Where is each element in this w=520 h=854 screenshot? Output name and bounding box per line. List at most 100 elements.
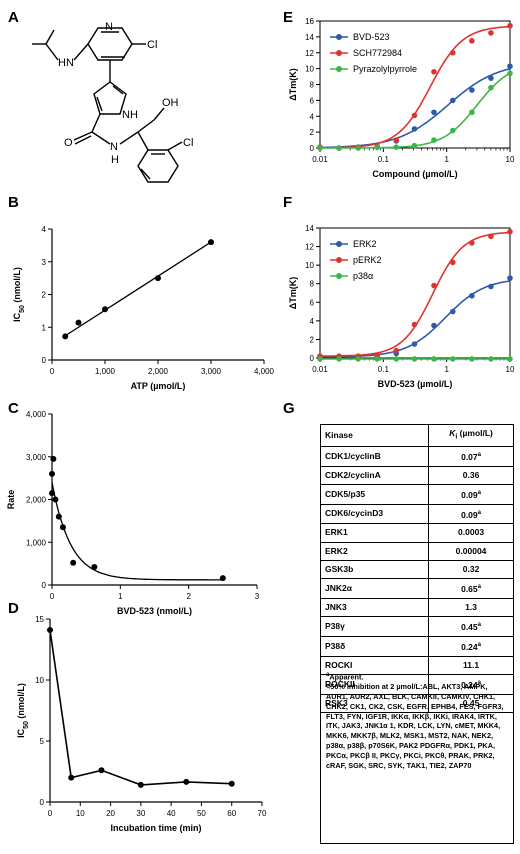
atom-n-pyridine: N	[105, 21, 113, 33]
y-tick-label: 12	[305, 243, 314, 252]
fit-line	[64, 241, 212, 337]
data-point	[431, 282, 437, 289]
chemical-structure	[32, 27, 183, 183]
kinase-name: JNK3	[319, 597, 430, 617]
kinase-name: ERK1	[319, 523, 430, 543]
ki-value: 0.09a	[428, 483, 514, 505]
ki-number: 0.65	[461, 583, 478, 594]
table-row: RSK3 0.45	[319, 693, 514, 713]
ki-footnote-mark: a	[477, 641, 481, 648]
kinase-name: CDK6/cycinD3	[319, 503, 430, 525]
table-row: JNK3 1.3	[319, 597, 514, 617]
chart-d-incubation: 0 5 10 15 0 10 20 30 40 50 60 70 Incubation time (mi…	[16, 615, 267, 833]
y-tick-label: 10	[305, 261, 314, 270]
x-tick-label: 0.01	[312, 365, 328, 374]
ki-value: 0.00004	[428, 541, 514, 561]
x-axis-label: BVD-523 (nmol/L)	[117, 606, 192, 616]
y-tick-label: 10	[35, 676, 44, 685]
y-tick-label: 5	[40, 737, 45, 746]
ki-footnote-mark: a	[477, 583, 481, 590]
y-axis-label: IC50 (nmol/L)	[16, 683, 30, 738]
data-point	[488, 283, 494, 290]
y-tick-label: 0	[310, 354, 315, 363]
data-point	[393, 137, 400, 143]
ki-number: 0.32	[462, 563, 480, 574]
ki-column-header: Ki (µmol/L)	[428, 424, 514, 447]
y-tick-label: 2	[42, 291, 47, 300]
ki-value: 0.36	[428, 465, 514, 485]
ki-number: 0.09	[461, 509, 478, 520]
data-point	[355, 145, 361, 151]
chart-e-compound-tm: 0 2 4 6 8 10 12 14 16 0.01 0.1 1 10 Compound (µmol/L)…	[288, 17, 515, 179]
ki-footnote-mark: a	[477, 509, 481, 516]
y-tick-label: 0	[310, 144, 315, 153]
ki-subscript: i	[455, 432, 458, 441]
y-tick-label: 0	[42, 581, 47, 590]
x-tick-label: 40	[167, 809, 176, 818]
atom-oh: OH	[162, 97, 179, 109]
ki-number: 0.45	[461, 621, 478, 632]
data-point	[450, 308, 456, 315]
data-point	[102, 306, 108, 313]
data-point	[469, 240, 475, 246]
x-tick-label: 3	[255, 592, 260, 601]
table-row: CDK1/cyclinB 0.07a	[319, 445, 514, 467]
ki-value: 0.45	[428, 693, 514, 713]
x-tick-label: 2,000	[148, 367, 169, 376]
data-point	[507, 22, 513, 29]
data-point	[488, 84, 494, 91]
data-point	[450, 356, 456, 362]
panel-label-b: B	[8, 194, 19, 211]
x-tick-label: 10	[76, 809, 85, 818]
data-point	[469, 87, 475, 93]
x-tick-label: 30	[136, 809, 145, 818]
data-point	[336, 356, 342, 362]
structure-atom-labels: N HN Cl NH Cl OH O N H	[58, 21, 193, 166]
ki-value: 1.3	[428, 597, 514, 617]
legend-label: BVD-523	[353, 32, 390, 42]
data-point	[317, 145, 323, 151]
phenyl-ring	[137, 149, 179, 183]
x-tick-label: 60	[227, 809, 236, 818]
y-tick-label: 4	[310, 112, 315, 121]
y-tick-label: 6	[310, 298, 315, 307]
y-tick-label: 6	[310, 96, 315, 105]
data-point	[219, 575, 226, 582]
legend-marker	[336, 241, 342, 247]
ki-number: 0.45	[462, 697, 480, 708]
panel-label-a: A	[8, 9, 19, 26]
x-axis-label: Compound (µmol/L)	[372, 169, 457, 179]
table-header-row: Kinase Ki (µmol/L)	[319, 424, 514, 447]
data-point	[155, 275, 161, 282]
data-point	[411, 321, 418, 328]
ki-number: 0.00004	[455, 545, 487, 556]
legend-marker	[336, 66, 342, 72]
legend-label: Pyrazolylpyrrole	[353, 64, 417, 74]
data-point	[488, 356, 494, 362]
panel-label-g: G	[283, 400, 295, 417]
data-point	[317, 356, 323, 362]
data-point	[355, 356, 361, 362]
x-tick-label: 1	[444, 365, 449, 374]
data-point	[70, 559, 77, 566]
data-point	[411, 112, 418, 119]
data-point	[98, 767, 105, 774]
atom-n-amide: N	[110, 141, 118, 153]
y-tick-label: 14	[305, 33, 314, 42]
ki-number: 0.24	[461, 641, 478, 652]
inhibition-note: <50% inhibition at 2 µmol/L:ABL, AKT3, A…	[326, 682, 504, 770]
data-point	[49, 490, 55, 497]
y-tick-label: 3,000	[26, 453, 47, 462]
data-point	[91, 564, 98, 571]
data-point	[507, 356, 513, 362]
ki-number: 11.1	[463, 659, 480, 670]
table-row: GSK3b 0.32	[319, 559, 514, 579]
data-point	[183, 778, 190, 785]
ki-number: 0.0003	[458, 527, 485, 538]
table-row: ERK2 0.00004	[319, 541, 514, 561]
y-axis-label: ΔTm(K)	[288, 68, 298, 100]
data-point	[374, 356, 380, 362]
ki-footnote-mark: a	[477, 451, 481, 458]
data-point	[393, 347, 400, 354]
atom-cl-2: Cl	[183, 137, 193, 149]
